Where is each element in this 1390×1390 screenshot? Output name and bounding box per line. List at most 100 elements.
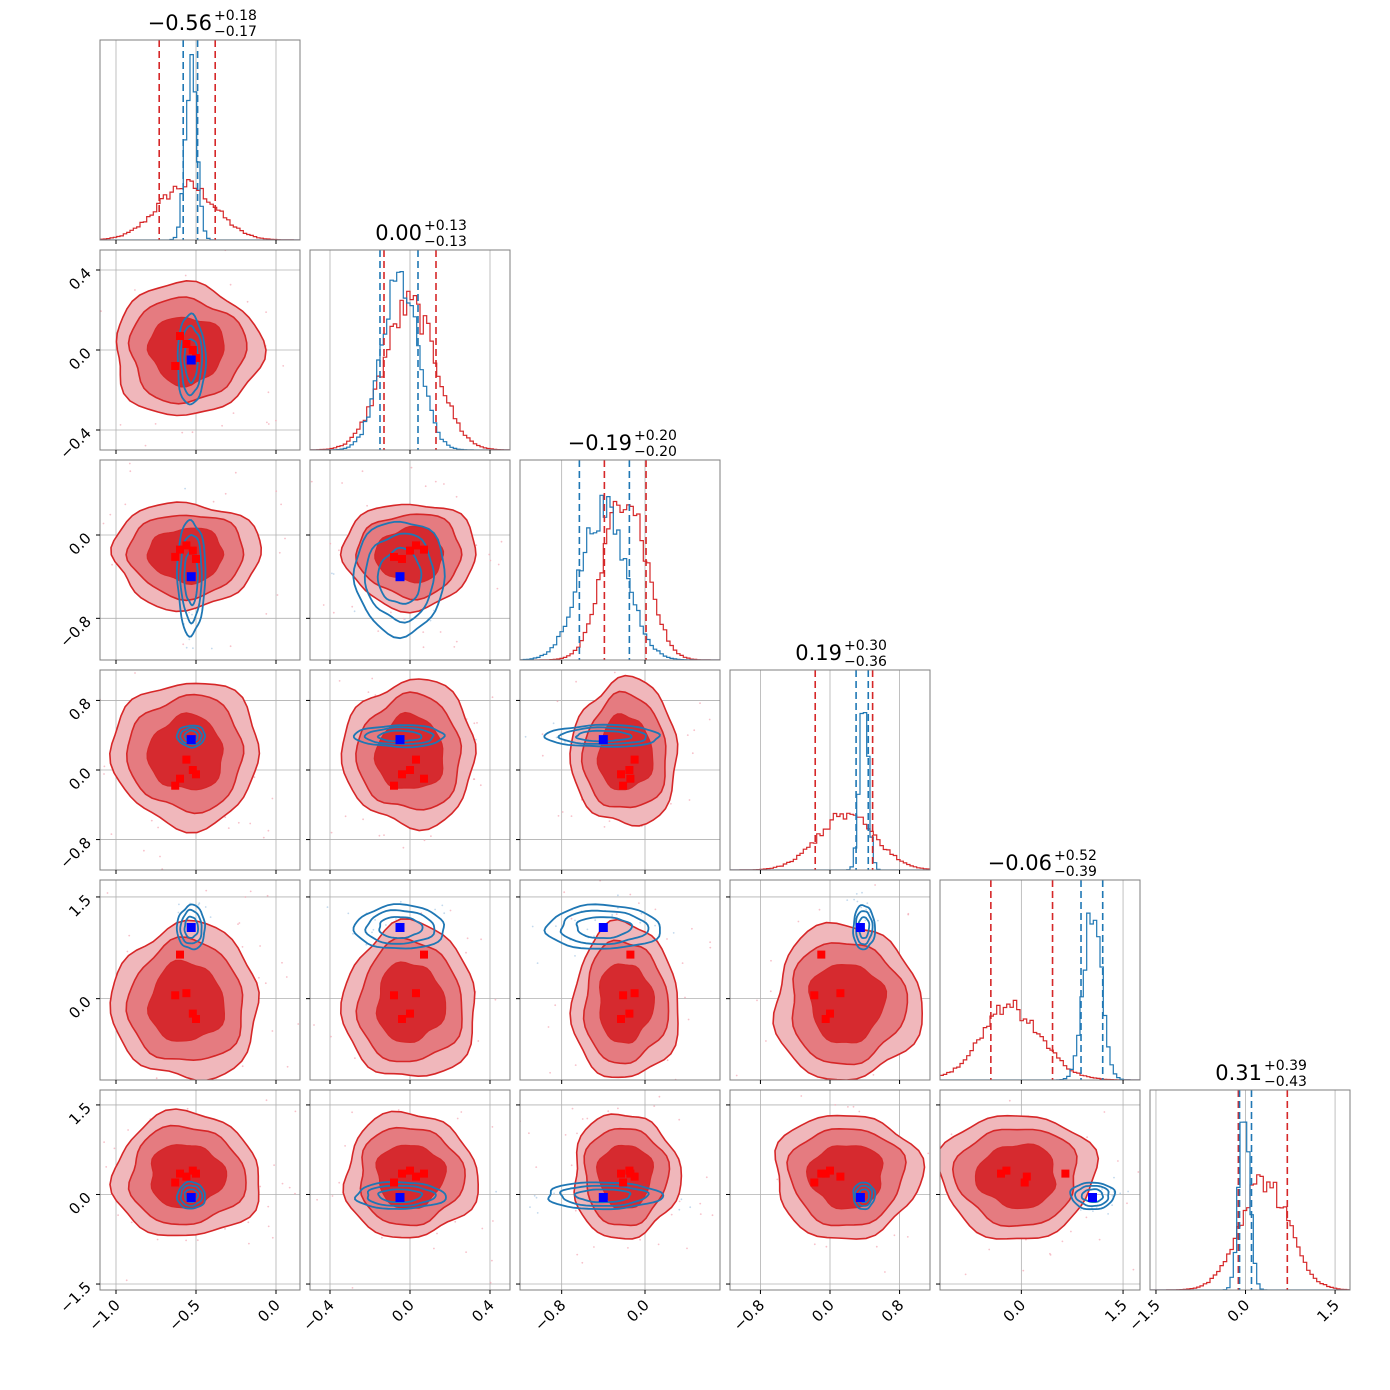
panel-4-0: 1.5 0.0: [65, 879, 301, 1084]
red-sample-point: [492, 1220, 494, 1222]
red-sample-point: [472, 778, 475, 780]
red-sample-point: [310, 480, 313, 483]
red-truth-marker: [836, 1172, 845, 1181]
red-sample-point: [988, 940, 990, 942]
red-sample-point: [480, 938, 482, 941]
blue-sample-point: [1101, 1188, 1103, 1190]
red-sample-point: [554, 1004, 557, 1007]
blue-sample-point: [574, 919, 576, 922]
title-minus: −0.13: [424, 234, 467, 250]
red-sample-point: [265, 1099, 268, 1102]
panel-1-0: 0.4 0.0 −0.4: [56, 249, 301, 463]
blue-sample-point: [860, 906, 863, 909]
red-sample-point: [686, 734, 689, 736]
blue-sample-point: [536, 962, 539, 964]
red-sample-point: [264, 982, 267, 985]
red-sample-point: [285, 976, 288, 978]
x-tick-label: 0.0: [388, 1296, 418, 1326]
red-sample-point: [387, 873, 389, 875]
red-contour-inner: [974, 1143, 1057, 1210]
red-sample-point: [833, 1098, 835, 1100]
red-sample-point: [128, 462, 131, 465]
red-sample-point: [454, 1220, 457, 1223]
blue-sample-point: [198, 902, 201, 905]
panel-frame: [99, 459, 301, 661]
panel-content: [295, 670, 510, 870]
red-sample-point: [336, 1161, 338, 1163]
blue-sample-point: [654, 924, 656, 927]
blue-contour: [852, 904, 877, 951]
red-sample-point: [793, 1088, 795, 1090]
red-sample-point: [282, 365, 285, 367]
blue-truth-marker: [395, 1193, 405, 1202]
red-sample-point: [86, 1020, 88, 1022]
blue-sample-point: [403, 618, 406, 620]
x-tick-label: 0.0: [254, 1296, 284, 1326]
red-truth-marker: [182, 755, 191, 764]
red-truth-marker: [625, 1009, 634, 1018]
x-tick-label: −0.8: [730, 1296, 768, 1334]
red-sample-point: [354, 1057, 356, 1059]
title-plus: +0.20: [634, 428, 677, 444]
red-sample-point: [335, 475, 337, 477]
x-tick-label: −1.5: [1125, 1296, 1163, 1334]
panel-3-0: 0.8 0.0 −0.8: [56, 669, 301, 874]
red-truth-marker: [626, 774, 635, 783]
red-truth-marker: [630, 989, 639, 998]
red-sample-point: [143, 849, 145, 852]
red-sample-point: [73, 411, 75, 413]
red-truth-marker: [406, 1166, 414, 1175]
panel-3-3: 0.19 +0.30−0.36: [729, 638, 931, 874]
blue-contour: [363, 726, 435, 746]
red-truth-marker: [390, 552, 398, 561]
red-sample-point: [224, 816, 227, 819]
blue-truth-marker: [855, 923, 865, 932]
blue-sample-point: [374, 919, 376, 921]
blue-sample-point: [853, 898, 855, 901]
red-histogram: [100, 179, 300, 240]
red-truth-marker: [412, 755, 420, 764]
panel-5-5: 0.31 +0.39−0.43 −1.5 0.0 1.5: [1125, 1058, 1351, 1335]
x-tick-label: −0.8: [531, 1296, 569, 1334]
red-histogram: [940, 999, 1140, 1080]
red-sample-point: [909, 1083, 911, 1085]
blue-sample-point: [1111, 1194, 1114, 1197]
red-sample-point: [449, 909, 452, 912]
blue-contour: [175, 1180, 206, 1210]
red-truth-marker: [182, 1172, 191, 1181]
red-sample-point: [681, 962, 684, 964]
blue-sample-point: [1107, 1213, 1109, 1215]
red-truth-marker: [398, 555, 406, 563]
red-sample-point: [1070, 1230, 1072, 1233]
blue-sample-point: [533, 1194, 536, 1197]
red-sample-point: [246, 300, 249, 303]
panel-2-0: 0.0 −0.8: [56, 459, 337, 664]
blue-sample-point: [191, 613, 193, 616]
red-sample-point: [280, 503, 282, 506]
y-tick-label: 0.4: [65, 264, 95, 294]
blue-histogram: [100, 54, 300, 240]
red-sample-point: [874, 884, 876, 886]
red-sample-point: [570, 917, 573, 920]
red-sample-point: [144, 444, 147, 447]
red-truth-marker: [625, 766, 634, 774]
panel-2-2: −0.19 +0.20−0.20: [519, 428, 721, 664]
red-truth-marker: [398, 770, 406, 779]
red-sample-point: [295, 757, 297, 759]
panel-frame: [99, 39, 301, 241]
red-sample-point: [685, 1097, 687, 1099]
red-sample-point: [574, 1064, 577, 1066]
panel-3-1: [295, 669, 511, 874]
red-truth-marker: [171, 362, 180, 370]
panel-frame: [99, 1089, 301, 1291]
blue-truth-marker: [1088, 1193, 1097, 1202]
red-histogram: [730, 812, 930, 870]
blue-sample-point: [1127, 1190, 1129, 1193]
red-truth-marker: [188, 766, 197, 774]
blue-sample-point: [371, 931, 373, 934]
blue-sample-point: [536, 1212, 539, 1214]
red-sample-point: [950, 1133, 953, 1136]
blue-truth-marker: [395, 735, 405, 745]
red-sample-point: [664, 1099, 666, 1101]
red-sample-point: [906, 1236, 909, 1238]
